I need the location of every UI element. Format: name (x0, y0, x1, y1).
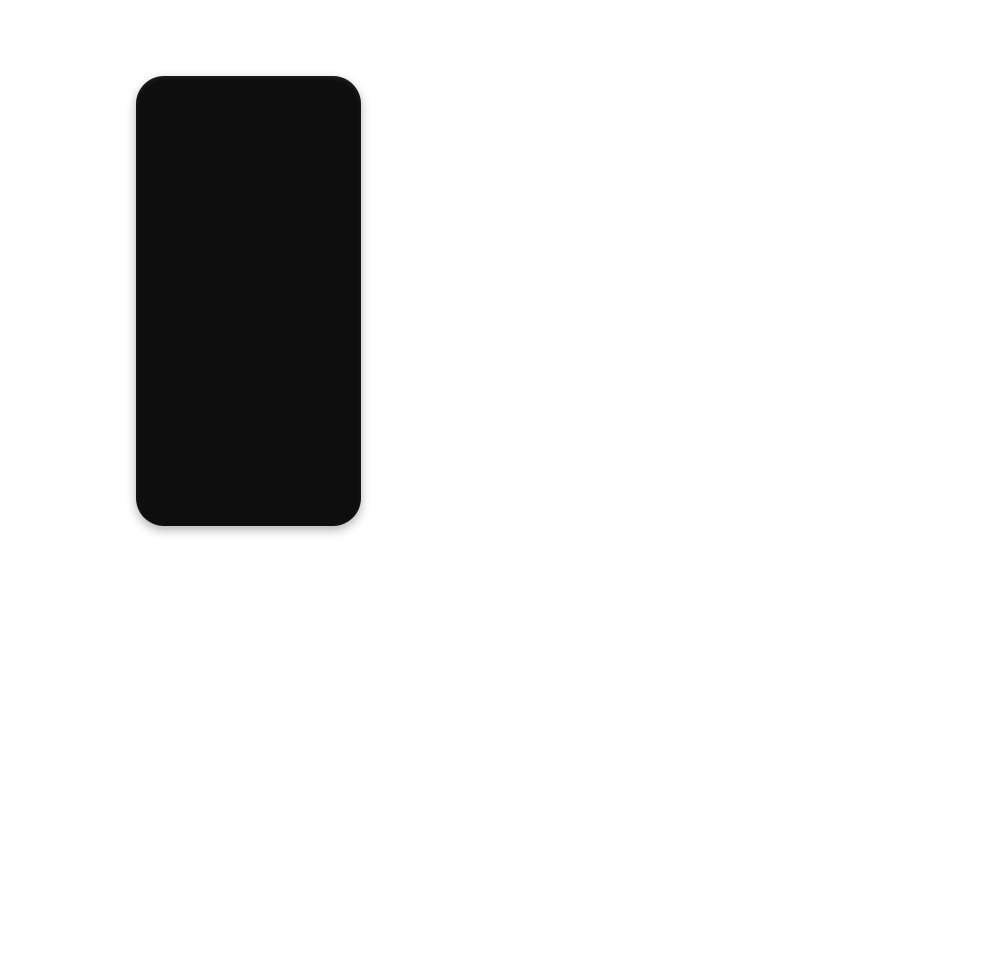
page-root (8, 8, 992, 568)
remote-diagram (8, 28, 483, 568)
right-cards-grid (501, 28, 992, 568)
remote-body (136, 76, 361, 526)
bottom-section (8, 28, 992, 568)
